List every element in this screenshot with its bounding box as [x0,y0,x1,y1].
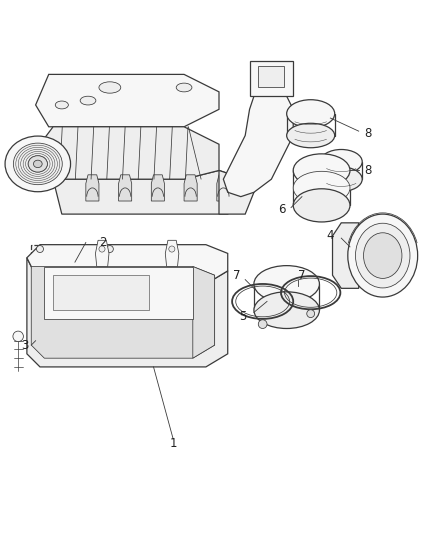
Ellipse shape [99,82,121,93]
Text: 7: 7 [233,269,240,282]
Polygon shape [31,245,119,280]
Text: 1: 1 [170,437,177,450]
Polygon shape [193,266,215,358]
Polygon shape [86,175,99,201]
Text: 3: 3 [21,338,28,352]
Polygon shape [53,171,245,214]
Ellipse shape [293,171,350,205]
Ellipse shape [33,160,42,167]
Ellipse shape [287,100,335,128]
Ellipse shape [307,310,314,318]
Ellipse shape [293,154,350,187]
Polygon shape [53,275,149,310]
Ellipse shape [80,96,96,105]
Ellipse shape [36,246,43,253]
Text: 7: 7 [298,269,306,282]
Ellipse shape [28,156,47,172]
Ellipse shape [254,265,319,302]
Text: 4: 4 [327,229,334,243]
Ellipse shape [293,189,350,222]
Polygon shape [250,61,293,96]
Ellipse shape [320,149,362,174]
Polygon shape [35,75,219,127]
Polygon shape [95,240,109,266]
Ellipse shape [99,246,105,252]
Text: 6: 6 [279,203,286,216]
Ellipse shape [13,331,23,342]
Ellipse shape [13,143,62,184]
Text: 8: 8 [364,127,371,140]
Ellipse shape [55,101,68,109]
Polygon shape [165,240,179,266]
Ellipse shape [356,223,410,288]
Ellipse shape [169,246,175,252]
Polygon shape [223,87,293,197]
Polygon shape [40,127,219,179]
Ellipse shape [364,233,402,278]
Polygon shape [151,175,164,201]
Polygon shape [18,149,53,188]
Ellipse shape [320,167,362,191]
Polygon shape [184,175,197,201]
Ellipse shape [258,320,267,328]
Polygon shape [44,266,193,319]
Polygon shape [27,258,228,367]
Text: 2: 2 [99,236,107,249]
Polygon shape [219,171,254,214]
Ellipse shape [287,123,335,148]
Polygon shape [258,66,285,87]
Ellipse shape [176,83,192,92]
Ellipse shape [106,246,113,253]
Ellipse shape [106,272,113,279]
Text: 8: 8 [364,164,371,177]
Polygon shape [31,266,215,358]
Text: 5: 5 [239,310,247,323]
Ellipse shape [36,272,43,279]
Polygon shape [119,175,132,201]
Polygon shape [332,223,359,288]
Polygon shape [27,245,228,284]
Ellipse shape [348,214,418,297]
Polygon shape [217,175,230,201]
Ellipse shape [254,292,319,328]
Ellipse shape [5,136,71,192]
